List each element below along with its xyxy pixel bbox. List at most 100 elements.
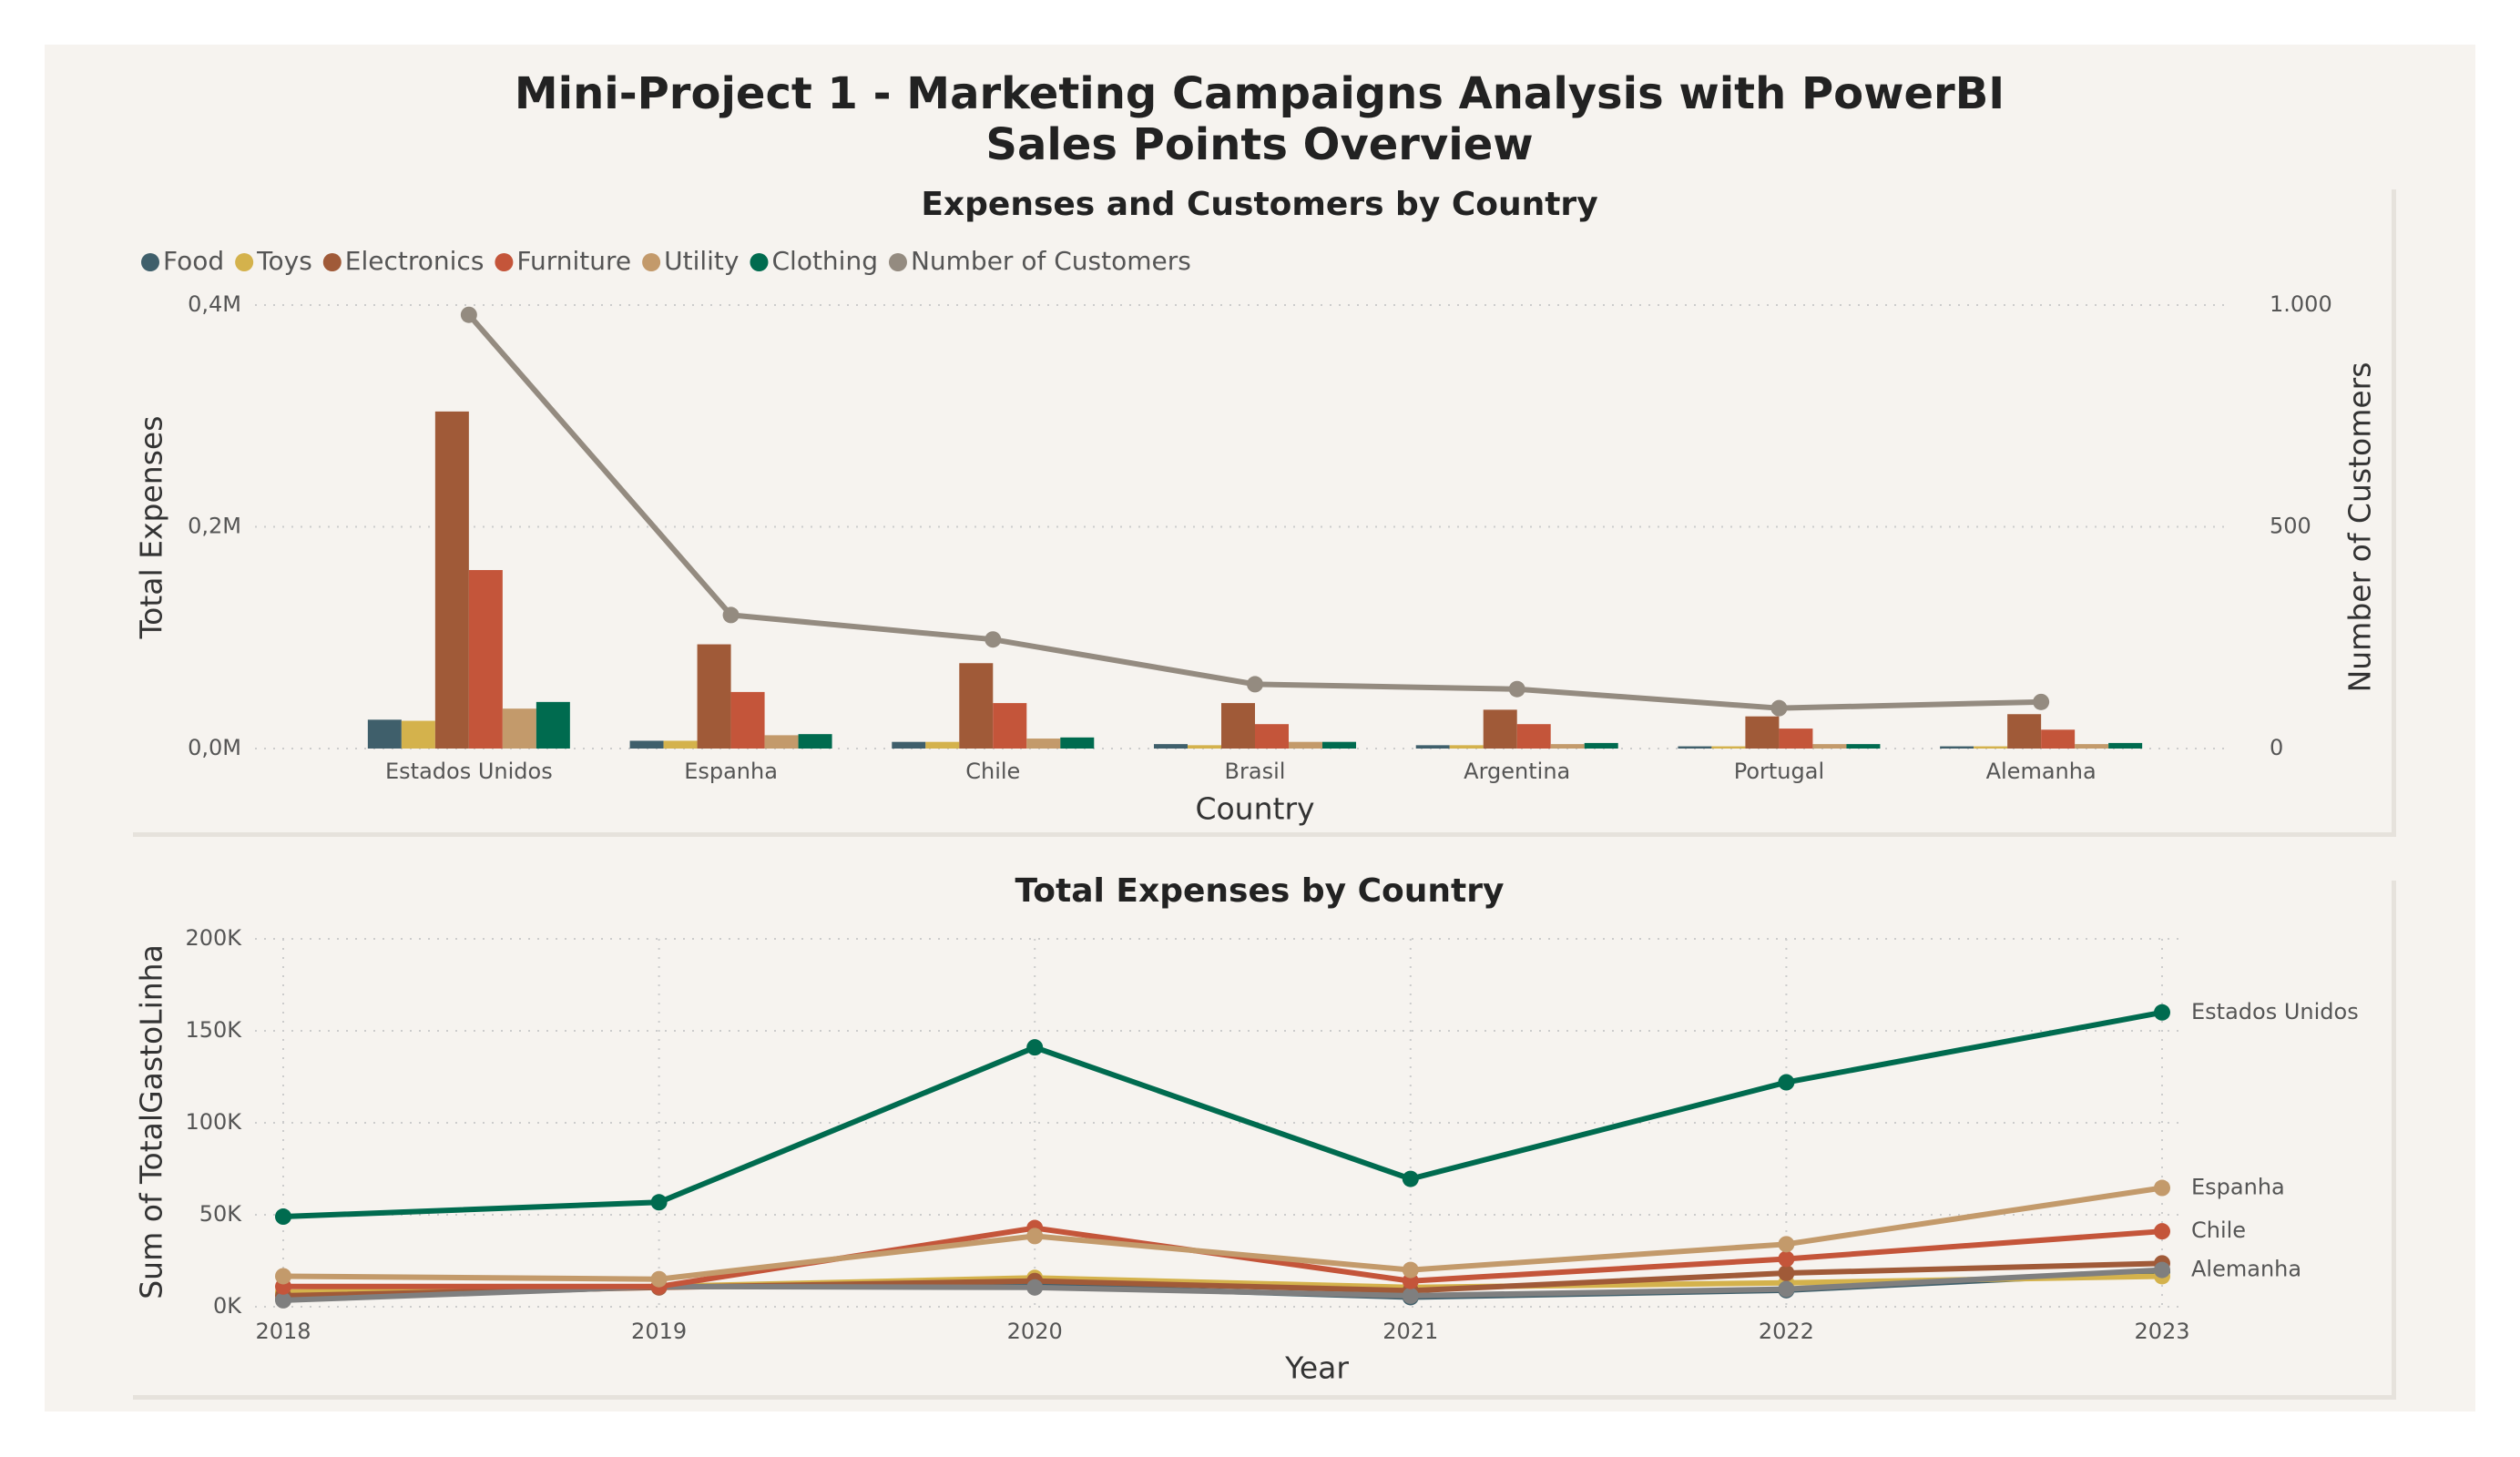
point [2154,1179,2170,1197]
x-tick-label: 2021 [1382,1319,1438,1344]
chart-title: Expenses and Customers by Country [921,186,1597,223]
x-tick-label: 2018 [255,1319,311,1344]
page-subtitle: Sales Points Overview [985,119,1533,170]
line [282,1009,2163,1220]
y-axis-title: Total Expenses [134,416,169,640]
bar [663,740,698,749]
point [2154,1004,2170,1021]
bar [1745,716,1780,749]
x-tick-label: Espanha [684,759,778,784]
point [722,606,740,624]
bar [468,569,503,749]
point [2154,1261,2170,1279]
bar [2041,729,2076,749]
x-tick-label: Brasil [1225,759,1286,784]
legend-label: Number of Customers [911,246,1191,276]
bar [892,741,926,749]
bar [925,741,960,749]
point [1778,1265,1795,1282]
point [2033,693,2050,710]
bar [367,719,402,749]
bar [1584,742,1618,749]
x-tick-label: Argentina [1464,759,1570,784]
series-label: Estados Unidos [2191,999,2359,1024]
bar [502,708,536,749]
y-tick-label: 0K [213,1293,242,1319]
bar [1550,744,1585,749]
bar [697,644,731,749]
x-tick-label: Alemanha [1986,759,2097,784]
x-axis-title: Country [1195,791,1314,827]
y-tick-label: 150K [185,1017,242,1043]
bar [1516,724,1551,749]
legend-marker [322,253,342,271]
bar [959,663,994,749]
bar [2007,714,2042,749]
legend-label: Furniture [516,246,631,276]
bar [1154,744,1188,749]
series-label: Chile [2191,1218,2246,1243]
x-tick-label: Estados Unidos [385,759,553,784]
x-tick-label: 2019 [631,1319,687,1344]
point [1026,1228,1044,1245]
point [650,1270,668,1288]
point [275,1208,291,1226]
card [128,876,2392,1395]
legend-marker [750,253,769,271]
bar [1188,745,1221,749]
y-tick-label: 50K [199,1201,243,1227]
bar [798,734,832,749]
line [282,1185,2163,1282]
bar [993,703,1027,749]
x-tick-label: Chile [965,759,1020,784]
x-tick-label: 2022 [1759,1319,1814,1344]
bar [401,720,435,749]
legend-marker [495,253,514,271]
legend-label: Toys [256,246,312,276]
point [985,631,1002,648]
x-axis-title: Year [1284,1350,1349,1386]
legend-label: Electronics [345,246,485,276]
point [460,306,477,323]
bar [1846,744,1881,749]
bar [1060,737,1095,749]
point [2154,1223,2170,1240]
series-label: Espanha [2191,1175,2285,1200]
point [1402,1261,1419,1279]
point [1778,1236,1795,1253]
point [1770,699,1788,717]
bar [1678,746,1712,749]
point [1026,1039,1044,1056]
y2-axis-title: Number of Customers [2342,362,2378,693]
y2-tick-label: 0 [2270,735,2283,760]
series-label: Alemanha [2191,1257,2301,1282]
bar [2075,744,2109,749]
bar [1779,728,1813,749]
bar [764,735,799,749]
y-tick-label: 0,4M [188,291,241,317]
x-tick-label: 2023 [2134,1319,2189,1344]
point [1402,1170,1419,1187]
point [1508,680,1525,698]
x-tick-label: Portugal [1734,759,1824,784]
bar [1322,741,1356,749]
bar [1483,709,1517,749]
bar [1415,745,1450,749]
y2-tick-label: 500 [2270,514,2311,539]
legend-label: Clothing [771,246,877,276]
point [1778,1280,1795,1298]
point [1402,1287,1419,1304]
point [650,1194,668,1211]
point [1026,1279,1044,1296]
bar [1026,739,1061,749]
legend-marker [888,253,907,271]
point [275,1291,291,1309]
y-tick-label: 100K [185,1109,242,1135]
bar [1974,746,2008,749]
bar [434,411,469,749]
legend-marker [235,253,254,271]
y-tick-label: 0,0M [188,735,241,760]
legend-marker [642,253,661,271]
x-tick-label: 2020 [1007,1319,1063,1344]
bar [1812,744,1847,749]
